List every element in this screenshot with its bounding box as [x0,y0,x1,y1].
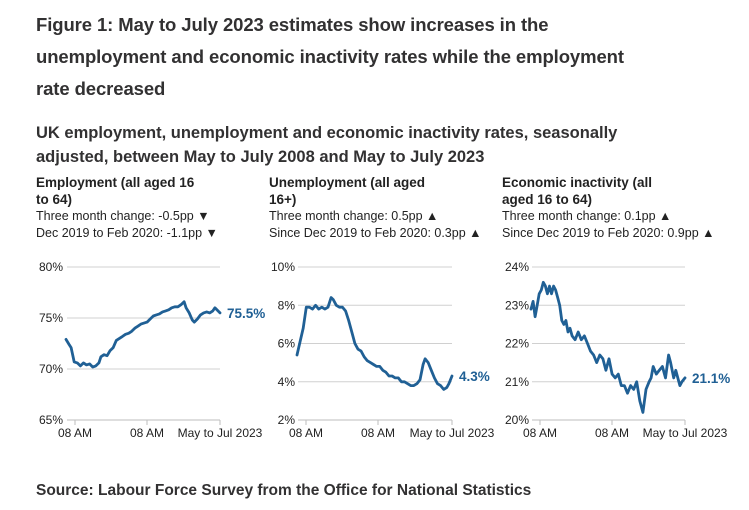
series-line [529,280,687,414]
series-line [295,296,454,391]
y-tick-label: 8% [278,298,296,312]
chart-panel-1: 2% 4% 6% 8% 10% 08 AM 08 AM May to Jul 2023 4.3% [271,260,495,440]
y-tick-label: 10% [271,260,295,274]
y-tick-label: 70% [39,362,63,376]
y-tick-label: 20% [505,413,529,427]
x-tick-label: 08 AM [130,426,164,440]
y-tick-label: 6% [278,337,296,351]
source-note: Source: Labour Force Survey from the Off… [36,482,532,499]
three-month-change: Three month change: 0.1pp ▲ [502,209,672,223]
three-month-change: Three month change: 0.5pp ▲ [269,209,439,223]
chart-panel-2: 20% 21% 22% 23% 24% 08 AM 08 AM May to Jul 2023… [505,260,730,440]
y-tick-label: 2% [278,413,296,427]
x-tick-label: 08 AM [595,426,629,440]
end-value-label: 21.1% [692,371,730,386]
x-tick-label: 08 AM [361,426,395,440]
panel-title: Employment (all aged 16 to 64) [36,175,195,207]
covid-change: Since Dec 2019 to Feb 2020: 0.9pp ▲ [502,226,715,240]
x-tick-label: May to Jul 2023 [643,426,728,440]
end-value-label: 4.3% [459,369,490,384]
figure-subtitle: UK employment, unemployment and economic… [36,124,618,166]
y-tick-label: 65% [39,413,63,427]
y-tick-label: 80% [39,260,63,274]
covid-change: Dec 2019 to Feb 2020: -1.1pp ▼ [36,226,218,240]
covid-change: Since Dec 2019 to Feb 2020: 0.3pp ▲ [269,226,482,240]
panel-header-employment: Employment (all aged 16 to 64) Three mon… [36,174,266,242]
end-value-label: 75.5% [227,306,265,321]
x-tick-label: May to Jul 2023 [178,426,263,440]
y-tick-label: 21% [505,375,529,389]
y-tick-label: 4% [278,375,296,389]
x-tick-label: 08 AM [58,426,92,440]
figure-title: Figure 1: May to July 2023 estimates sho… [36,14,624,99]
y-tick-label: 22% [505,337,529,351]
panel-title: Unemployment (all aged 16+) [269,175,426,207]
three-month-change: Three month change: -0.5pp ▼ [36,209,210,223]
y-tick-label: 24% [505,260,529,274]
y-tick-label: 23% [505,298,529,312]
series-line [64,300,222,369]
y-tick-label: 75% [39,311,63,325]
chart-panel-0: 65% 70% 75% 80% 08 AM 08 AM May to Jul 2023 75.… [39,260,265,440]
panel-header-inactivity: Economic inactivity (all aged 16 to 64) … [502,174,732,242]
x-tick-label: 08 AM [289,426,323,440]
x-tick-label: 08 AM [523,426,557,440]
panel-header-unemployment: Unemployment (all aged 16+) Three month … [269,174,499,242]
x-tick-label: May to Jul 2023 [410,426,495,440]
panel-title: Economic inactivity (all aged 16 to 64) [502,175,653,207]
